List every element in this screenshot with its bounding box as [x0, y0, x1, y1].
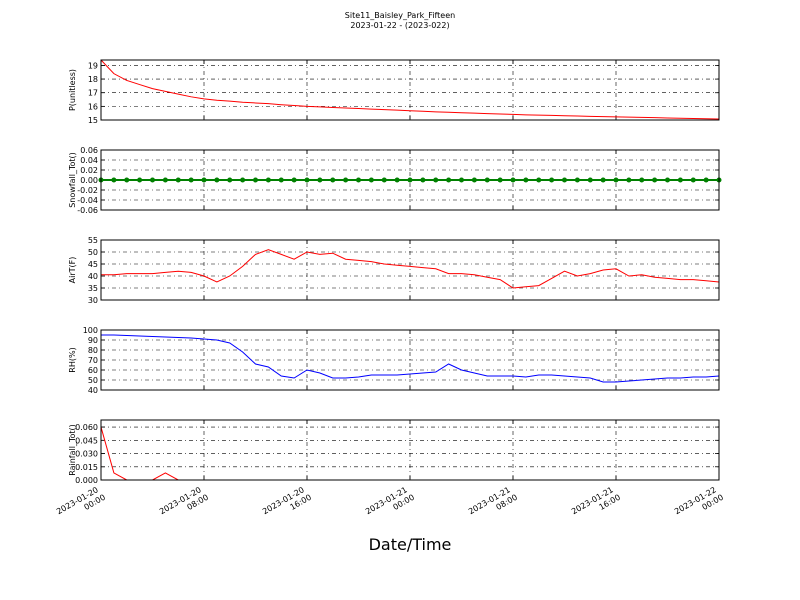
- data-line: [101, 334, 720, 383]
- y-tick-label: 18: [88, 75, 98, 84]
- data-point: [600, 177, 606, 183]
- y-tick-label: 50: [88, 248, 98, 257]
- plot-frame: [100, 329, 720, 391]
- y-axis-label: AirT(F): [68, 257, 77, 284]
- data-point: [317, 177, 323, 183]
- data-point: [690, 177, 696, 183]
- y-tick-label: 0.045: [75, 436, 98, 445]
- data-point: [626, 177, 632, 183]
- data-point: [265, 177, 271, 183]
- y-axis-label: RH(%): [68, 347, 77, 372]
- data-point: [201, 177, 207, 183]
- y-tick-label: 15: [88, 116, 98, 125]
- y-tick-label: 0.04: [80, 156, 98, 165]
- data-point: [665, 177, 670, 183]
- data-point: [407, 177, 413, 183]
- data-point: [240, 177, 246, 183]
- plot-frame: [100, 149, 720, 211]
- data-point: [587, 177, 593, 183]
- data-line: [100, 59, 720, 120]
- y-tick-label: 30: [88, 296, 98, 305]
- y-tick-label: 70: [88, 356, 98, 365]
- y-tick-label: 40: [88, 386, 98, 395]
- data-point: [394, 177, 400, 183]
- chart-title: Site11_Baisley_Park_Fifteen: [345, 11, 455, 20]
- y-tick-label: 50: [88, 376, 98, 385]
- data-point: [175, 177, 181, 183]
- y-tick-label: 0.015: [75, 463, 98, 472]
- x-axis-label: Date/Time: [369, 535, 452, 554]
- data-point: [111, 177, 117, 183]
- data-point: [291, 177, 297, 183]
- y-tick-label: 0.00: [80, 176, 98, 185]
- y-tick-label: 19: [88, 61, 98, 70]
- y-tick-label: 35: [88, 284, 98, 293]
- data-point: [343, 177, 349, 183]
- data-point: [510, 177, 516, 183]
- y-axis-label: P(unitless): [68, 69, 77, 111]
- data-point: [356, 177, 361, 183]
- data-point: [330, 177, 336, 183]
- data-point: [497, 177, 503, 183]
- data-point: [278, 177, 284, 183]
- data-point: [214, 177, 220, 183]
- data-point: [381, 177, 387, 183]
- y-tick-label: 90: [88, 336, 98, 345]
- y-tick-label: 0.000: [75, 476, 98, 485]
- data-point: [639, 177, 645, 183]
- data-point: [613, 177, 619, 183]
- data-point: [459, 177, 464, 183]
- y-axis-label: Snowfall_Tot(): [68, 152, 77, 208]
- y-tick-label: 0.02: [80, 166, 98, 175]
- y-tick-label: -0.04: [77, 196, 98, 205]
- data-point: [574, 177, 580, 183]
- data-point: [162, 177, 168, 183]
- y-tick-label: 60: [88, 366, 98, 375]
- y-tick-label: -0.06: [77, 206, 98, 215]
- data-point: [124, 177, 130, 183]
- data-point: [484, 177, 490, 183]
- y-tick-label: 80: [88, 346, 98, 355]
- data-point: [471, 177, 477, 183]
- data-point: [562, 177, 567, 183]
- plot-frame: [100, 419, 720, 481]
- data-point: [536, 177, 542, 183]
- data-point: [420, 177, 426, 183]
- data-point: [137, 177, 143, 183]
- plot-frame: [100, 59, 720, 121]
- data-point: [652, 177, 658, 183]
- y-axis-label: Rainfall_Tot(): [68, 424, 77, 476]
- y-tick-label: 16: [88, 102, 98, 111]
- data-point: [227, 177, 233, 183]
- plot-frame: [100, 239, 720, 301]
- y-tick-label: 55: [88, 236, 98, 245]
- y-tick-label: 100: [83, 326, 98, 335]
- data-point: [150, 177, 155, 183]
- y-tick-label: 0.06: [80, 146, 98, 155]
- y-tick-label: -0.02: [77, 186, 98, 195]
- data-point: [433, 177, 439, 183]
- data-point: [677, 177, 683, 183]
- data-point: [368, 177, 374, 183]
- chart-subtitle: 2023-01-22 - (2023-022): [350, 21, 449, 30]
- data-point: [188, 177, 194, 183]
- data-point: [446, 177, 452, 183]
- data-point: [703, 177, 709, 183]
- data-line: [101, 249, 720, 289]
- y-tick-label: 0.030: [75, 450, 98, 459]
- data-point: [304, 177, 310, 183]
- data-point: [523, 177, 529, 183]
- y-tick-label: 40: [88, 272, 98, 281]
- y-tick-label: 17: [88, 89, 98, 98]
- data-point: [253, 177, 258, 183]
- y-tick-label: 45: [88, 260, 98, 269]
- y-tick-label: 0.060: [75, 423, 98, 432]
- data-point: [549, 177, 555, 183]
